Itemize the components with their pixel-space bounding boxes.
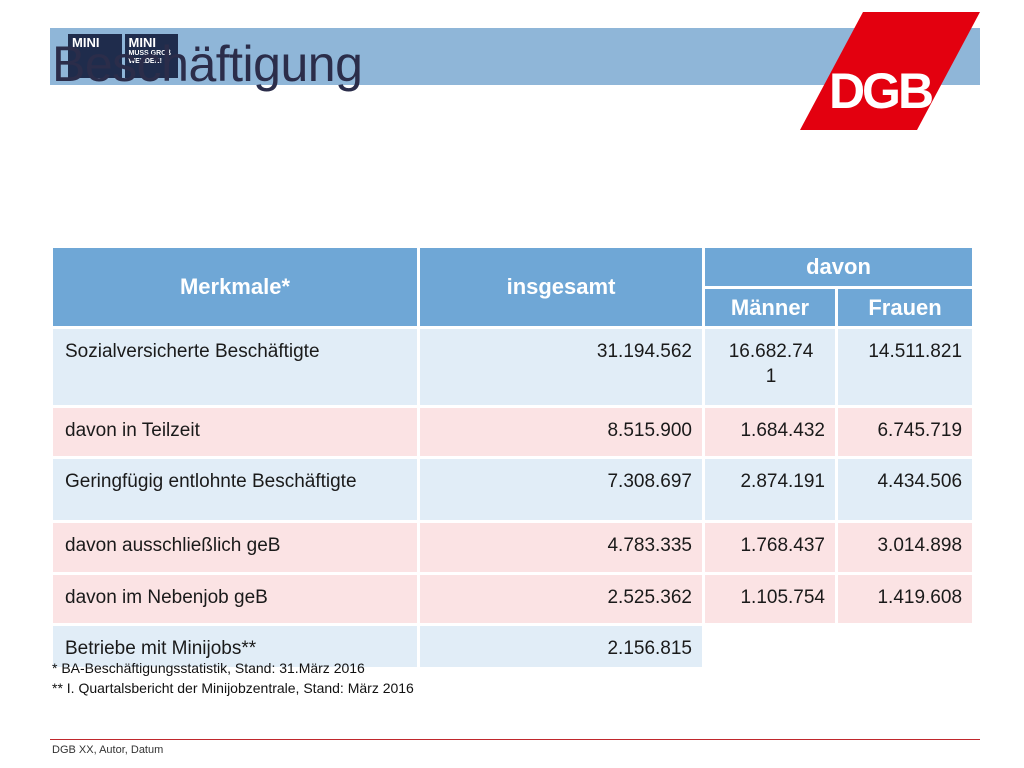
mini-logo: MINI MINI MUSS GROß WERDEN! xyxy=(68,34,178,78)
row-maenner xyxy=(702,623,838,670)
footnote-2: ** I. Quartalsbericht der Minijobzentral… xyxy=(52,680,414,696)
row-maenner: 2.874.191 xyxy=(702,456,838,523)
row-frauen: 1.419.608 xyxy=(834,572,976,626)
dgb-logo: DGB xyxy=(800,12,980,130)
mini-logo-right: MINI MUSS GROß WERDEN! xyxy=(124,34,178,78)
footer-text: DGB XX, Autor, Datum xyxy=(52,744,164,756)
footer-divider xyxy=(50,739,980,740)
row-maenner: 1.684.432 xyxy=(702,405,838,459)
footnotes: * BA-Beschäftigungsstatistik, Stand: 31.… xyxy=(52,658,414,698)
mini-logo-right-text: MUSS GROß WERDEN! xyxy=(128,50,171,65)
row-insgesamt: 7.308.697 xyxy=(417,456,705,523)
row-insgesamt: 31.194.562 xyxy=(417,326,705,408)
mini-logo-left-word: MINI xyxy=(72,35,100,50)
row-frauen: 3.014.898 xyxy=(834,520,976,575)
row-label: Betriebe mit Minijobs** xyxy=(50,623,420,670)
table-row: davon im Nebenjob geB 2.525.362 1.105.75… xyxy=(50,572,976,626)
header-davon: davon xyxy=(701,245,976,289)
mini-logo-left: MINI xyxy=(68,34,122,78)
row-insgesamt: 2.525.362 xyxy=(417,572,705,626)
row-maenner: 1.768.437 xyxy=(702,520,838,575)
header-frauen: Frauen xyxy=(834,286,976,329)
row-frauen: 4.434.506 xyxy=(834,456,976,523)
dgb-logo-shape xyxy=(800,12,980,130)
footnote-1: * BA-Beschäftigungsstatistik, Stand: 31.… xyxy=(52,660,365,676)
row-maenner: 1.105.754 xyxy=(702,572,838,626)
row-label: Sozialversicherte Beschäftigte xyxy=(50,326,420,408)
row-label: davon in Teilzeit xyxy=(50,405,420,459)
row-frauen: 14.511.821 xyxy=(834,326,976,408)
table-row: davon in Teilzeit 8.515.900 1.684.432 6.… xyxy=(50,405,976,459)
table-row: Geringfügig entlohnte Beschäftigte 7.308… xyxy=(50,456,976,523)
header-insgesamt: insgesamt xyxy=(417,245,705,329)
row-label: Geringfügig entlohnte Beschäftigte xyxy=(50,456,420,523)
row-insgesamt: 8.515.900 xyxy=(417,405,705,459)
row-label: davon im Nebenjob geB xyxy=(50,572,420,626)
mini-logo-right-word: MINI xyxy=(128,35,156,50)
table-row: davon ausschließlich geB 4.783.335 1.768… xyxy=(50,520,976,575)
row-maenner: 16.682.74 1 xyxy=(702,326,838,408)
header-merkmale: Merkmale* xyxy=(50,245,420,329)
row-insgesamt: 2.156.815 xyxy=(417,623,705,670)
statistics-table: Merkmale* insgesamt davon Männer Frauen … xyxy=(50,245,976,670)
row-frauen: 6.745.719 xyxy=(834,405,976,459)
table-row: Sozialversicherte Beschäftigte 31.194.56… xyxy=(50,326,976,408)
page-title: Beschäftigung xyxy=(52,36,363,92)
row-insgesamt: 4.783.335 xyxy=(417,520,705,575)
table-row: Betriebe mit Minijobs** 2.156.815 xyxy=(50,623,976,670)
row-frauen xyxy=(834,623,976,670)
row-label: davon ausschließlich geB xyxy=(50,520,420,575)
title-band xyxy=(50,28,980,85)
dgb-logo-text: DGB xyxy=(829,63,932,119)
header-maenner: Männer xyxy=(702,286,838,329)
